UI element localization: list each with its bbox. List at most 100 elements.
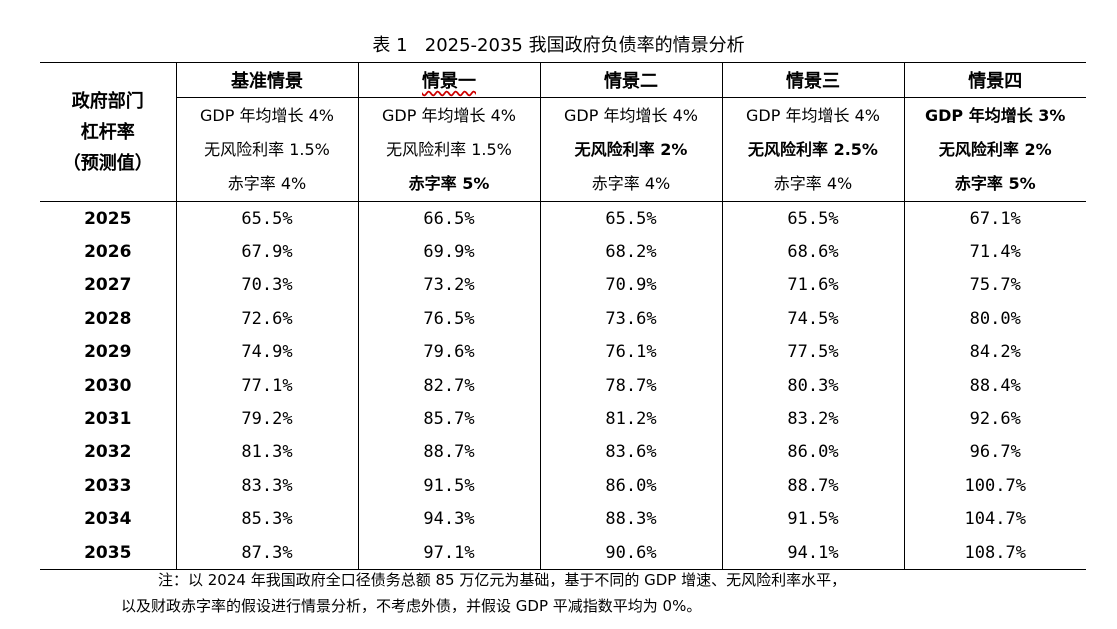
deficit-assumption: 赤字率 4% [227, 173, 307, 193]
value-cell: 83.3% [175, 469, 358, 503]
value-cell: 90.6% [539, 535, 722, 571]
assumptions-baseline: GDP 年均增长 4% 无风险利率 1.5% 赤字率 4% [175, 97, 358, 202]
table-row: 2029 74.9% 79.6% 76.1% 77.5% 84.2% [40, 335, 1086, 369]
value-cell: 73.2% [357, 268, 540, 303]
value-cell: 85.7% [357, 402, 540, 436]
gdp-assumption: GDP 年均增长 4% [564, 105, 698, 125]
value-cell: 108.7% [903, 535, 1086, 571]
value-cell: 70.9% [539, 268, 722, 303]
value-cell: 80.3% [721, 368, 904, 403]
assumptions-scenario-4: GDP 年均增长 3% 无风险利率 2% 赤字率 5% [903, 97, 1086, 202]
value-cell: 79.2% [175, 402, 358, 436]
row-header-line-1: 政府部门 [71, 90, 144, 112]
table-caption: 表 1 2025-2035 我国政府负债率的情景分析 [372, 35, 745, 56]
rate-assumption: 无风险利率 2% [938, 139, 1052, 159]
deficit-assumption: 赤字率 4% [591, 173, 671, 193]
value-cell: 83.6% [539, 435, 722, 470]
table-row: 2026 67.9% 69.9% 68.2% 68.6% 71.4% [40, 235, 1086, 269]
year-cell: 2033 [84, 475, 132, 496]
year-cell: 2026 [84, 242, 132, 263]
table-row: 2032 81.3% 88.7% 83.6% 86.0% 96.7% [40, 435, 1086, 470]
scenario-name-baseline: 基准情景 [175, 62, 358, 98]
scenario-name-4: 情景四 [903, 62, 1086, 98]
value-cell: 88.3% [539, 502, 722, 536]
value-cell: 71.4% [903, 235, 1086, 269]
gdp-assumption: GDP 年均增长 4% [746, 105, 880, 125]
row-header-cell: 政府部门 杠杆率 （预测值） [40, 62, 176, 202]
value-cell: 76.5% [357, 302, 540, 336]
gdp-assumption: GDP 年均增长 3% [925, 105, 1066, 125]
year-cell: 2028 [84, 308, 132, 329]
value-cell: 80.0% [903, 302, 1086, 336]
value-cell: 78.7% [539, 368, 722, 403]
gdp-assumption: GDP 年均增长 4% [382, 105, 516, 125]
gdp-assumption: GDP 年均增长 4% [200, 105, 334, 125]
table-row: 2027 70.3% 73.2% 70.9% 71.6% 75.7% [40, 268, 1086, 303]
value-cell: 73.6% [539, 302, 722, 336]
value-cell: 97.1% [357, 535, 540, 571]
note-line-2: 以及财政赤字率的假设进行情景分析，不考虑外债，并假设 GDP 平减指数平均为 0… [121, 597, 702, 615]
deficit-assumption: 赤字率 5% [408, 173, 490, 193]
value-cell: 81.3% [175, 435, 358, 470]
row-header-line-3: （预测值） [62, 152, 153, 174]
assumptions-scenario-1: GDP 年均增长 4% 无风险利率 1.5% 赤字率 5% [357, 97, 540, 202]
assumption-row: GDP 年均增长 4% 无风险利率 1.5% 赤字率 4% GDP 年均增长 4… [40, 97, 1086, 202]
value-cell: 81.2% [539, 402, 722, 436]
value-cell: 94.3% [357, 502, 540, 536]
value-cell: 82.7% [357, 368, 540, 403]
value-cell: 88.7% [721, 469, 904, 503]
table-row: 2031 79.2% 85.7% 81.2% 83.2% 92.6% [40, 402, 1086, 436]
value-cell: 88.4% [903, 368, 1086, 403]
value-cell: 88.7% [357, 435, 540, 470]
value-cell: 91.5% [357, 469, 540, 503]
deficit-assumption: 赤字率 4% [773, 173, 853, 193]
scenario-name-1: 情景一 [357, 62, 540, 98]
value-cell: 67.1% [903, 201, 1086, 236]
value-cell: 65.5% [539, 201, 722, 236]
value-cell: 87.3% [175, 535, 358, 571]
table-row: 2035 87.3% 97.1% 90.6% 94.1% 108.7% [40, 535, 1086, 571]
value-cell: 83.2% [721, 402, 904, 436]
deficit-assumption: 赤字率 5% [954, 173, 1036, 193]
value-cell: 65.5% [721, 201, 904, 236]
assumptions-scenario-2: GDP 年均增长 4% 无风险利率 2% 赤字率 4% [539, 97, 722, 202]
table-row: 2033 83.3% 91.5% 86.0% 88.7% 100.7% [40, 469, 1086, 503]
value-cell: 67.9% [175, 235, 358, 269]
scenario-name-2: 情景二 [539, 62, 722, 98]
value-cell: 70.3% [175, 268, 358, 303]
data-rows: 2025 65.5% 66.5% 65.5% 65.5% 67.1% 2026 67.9% 69… [40, 201, 1086, 571]
year-cell: 2031 [84, 409, 132, 430]
value-cell: 100.7% [903, 469, 1086, 503]
scenario-table: 政府部门 杠杆率 （预测值） 基准情景 情景一 情景二 情景三 情景四 GDP … [40, 62, 1086, 571]
table-row: 2025 65.5% 66.5% 65.5% 65.5% 67.1% [40, 201, 1086, 236]
scenario-header-row: 政府部门 杠杆率 （预测值） 基准情景 情景一 情景二 情景三 情景四 [40, 62, 1086, 202]
value-cell: 68.6% [721, 235, 904, 269]
scenario-name-3: 情景三 [721, 62, 904, 98]
year-cell: 2035 [40, 535, 176, 571]
value-cell: 84.2% [903, 335, 1086, 369]
table-row: 2028 72.6% 76.5% 73.6% 74.5% 80.0% [40, 302, 1086, 336]
year-cell: 2032 [84, 442, 132, 463]
value-cell: 68.2% [539, 235, 722, 269]
value-cell: 69.9% [357, 235, 540, 269]
rate-assumption: 无风险利率 2.5% [748, 139, 878, 159]
value-cell: 92.6% [903, 402, 1086, 436]
value-cell: 85.3% [175, 502, 358, 536]
value-cell: 75.7% [903, 268, 1086, 303]
row-header-line-2: 杠杆率 [80, 121, 135, 143]
year-cell: 2027 [84, 275, 132, 296]
value-cell: 96.7% [903, 435, 1086, 470]
value-cell: 74.9% [175, 335, 358, 369]
rate-assumption: 无风险利率 1.5% [204, 139, 330, 159]
year-cell: 2029 [84, 342, 132, 363]
value-cell: 66.5% [357, 201, 540, 236]
year-cell: 2030 [84, 375, 132, 396]
value-cell: 65.5% [175, 201, 358, 236]
assumptions-scenario-3: GDP 年均增长 4% 无风险利率 2.5% 赤字率 4% [721, 97, 904, 202]
value-cell: 77.1% [175, 368, 358, 403]
scenario-name-1-text: 情景一 [422, 71, 476, 92]
value-cell: 76.1% [539, 335, 722, 369]
table-row: 2034 85.3% 94.3% 88.3% 91.5% 104.7% [40, 502, 1086, 536]
year-cell: 2025 [84, 208, 132, 229]
value-cell: 86.0% [721, 435, 904, 470]
